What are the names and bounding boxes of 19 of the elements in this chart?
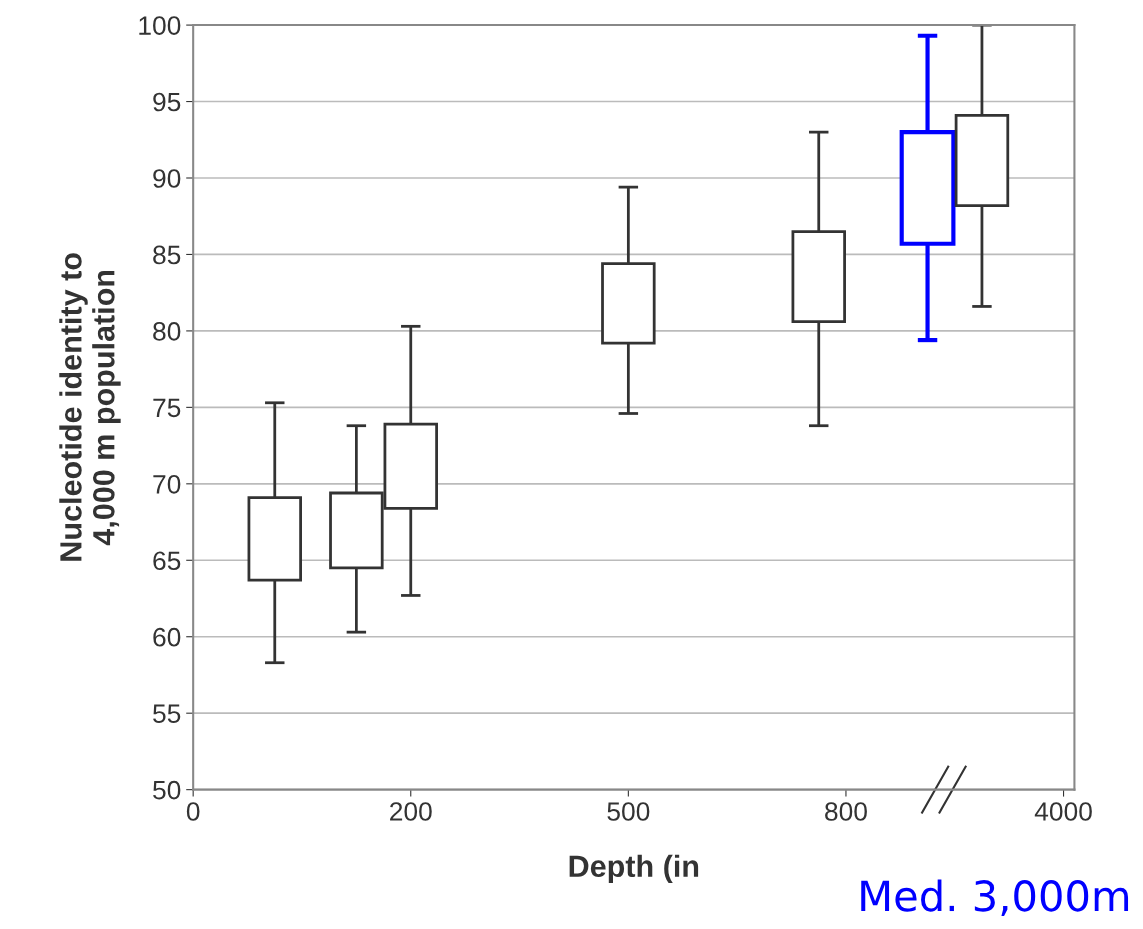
y-tick-label: 55 (153, 704, 181, 724)
x-tick-label: 4000 (1034, 802, 1092, 821)
y-tick-label: 80 (153, 322, 181, 341)
y-axis-title: Nucleotide identity to 4,000 m population (59, 253, 121, 561)
x-axis-title: Depth (in (569, 854, 699, 884)
y-tick-label: 90 (153, 169, 181, 188)
y-tick-label: 95 (153, 92, 181, 112)
y-tick-label: 60 (153, 627, 181, 647)
x-tick-label: 200 (390, 802, 432, 821)
x-tick-label: 500 (607, 802, 650, 821)
y-tick-label: 100 (139, 16, 181, 35)
y-tick-label: 70 (153, 474, 181, 494)
y-tick-label: 50 (153, 780, 181, 800)
x-tick-label: 0 (186, 802, 200, 821)
y-tick-label: 85 (153, 245, 181, 265)
text: Med. 3,000m (861, 879, 1129, 916)
y-tick-label: 75 (153, 398, 181, 418)
y-tick-label: 65 (153, 551, 181, 571)
x-tick-label: 800 (825, 802, 867, 821)
